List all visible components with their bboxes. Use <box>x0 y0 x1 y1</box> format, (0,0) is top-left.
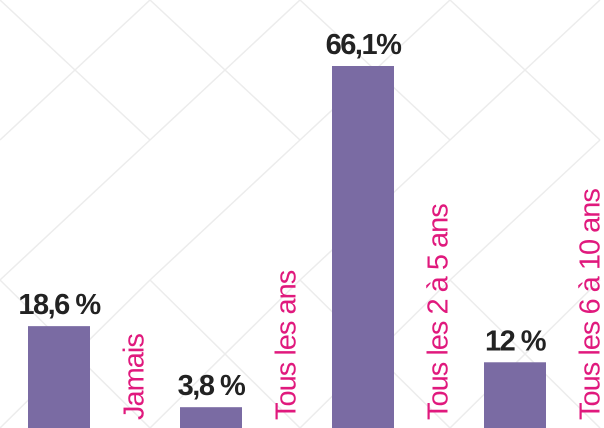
bar <box>484 362 546 428</box>
category-label: Tous les 6 à 10 ans <box>575 189 604 420</box>
bar <box>332 66 394 428</box>
category-label: Tous les 2 à 5 ans <box>423 204 455 420</box>
value-label: 3,8 % <box>178 370 246 402</box>
value-label: 18,6 % <box>18 289 101 321</box>
value-label: 12 % <box>485 325 547 357</box>
bar <box>28 326 90 428</box>
category-label: Jamais <box>119 334 151 420</box>
value-label: 66,1% <box>326 29 402 61</box>
bar <box>180 407 242 428</box>
category-label: Tous les ans <box>271 270 303 420</box>
